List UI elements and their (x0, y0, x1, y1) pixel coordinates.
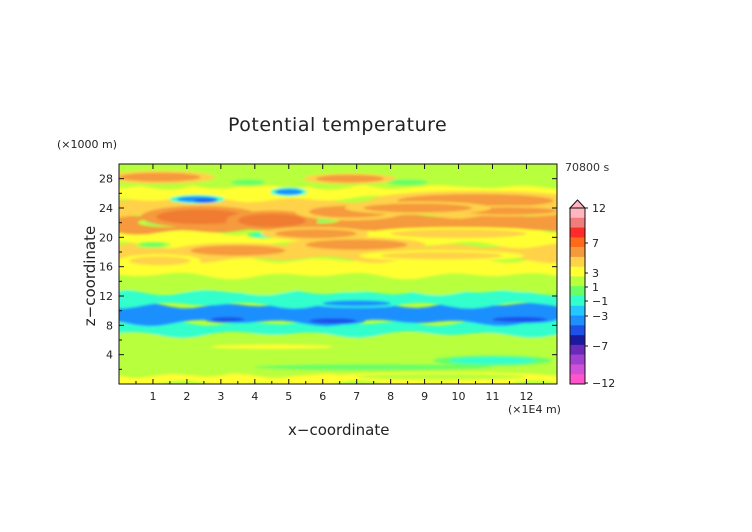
heatmap-feature (363, 203, 473, 213)
colorbar-segment (570, 237, 585, 248)
colorbar-label: −12 (592, 377, 615, 390)
colorbar-segment (570, 335, 585, 346)
x-axis-label: x−coordinate (288, 421, 390, 439)
x-tick-label: 6 (319, 390, 326, 403)
time-label: 70800 s (565, 161, 610, 174)
x-tick-label: 4 (251, 390, 258, 403)
colorbar-label: 1 (592, 281, 599, 294)
heatmap-band (119, 318, 557, 338)
x-tick-label: 11 (485, 390, 499, 403)
colorbar-label: −3 (592, 310, 608, 323)
colorbar-segment (570, 266, 585, 277)
y-tick-label: 28 (99, 173, 113, 186)
x-tick-label: 12 (519, 390, 533, 403)
x-tick-label: 8 (387, 390, 394, 403)
heatmap-feature (254, 364, 493, 371)
y-tick-label: 4 (106, 349, 113, 362)
colorbar-segment (570, 217, 585, 228)
heatmap-feature (305, 239, 408, 250)
y-tick-label: 20 (99, 231, 113, 244)
colorbar-label: 3 (592, 267, 599, 280)
heatmap-feature (156, 209, 245, 225)
chart-title: Potential temperature (228, 114, 448, 136)
heatmap-feature (275, 188, 303, 195)
heatmap-feature (139, 242, 167, 247)
heatmap-feature (387, 179, 428, 186)
heatmap-feature (237, 213, 306, 228)
heatmap-feature (390, 229, 527, 239)
heatmap-feature (190, 245, 286, 256)
colorbar-segment (570, 315, 585, 326)
heatmap-feature (193, 199, 215, 203)
y-tick-label: 24 (99, 202, 113, 215)
colorbar-label: −7 (592, 340, 608, 353)
colorbar-segment (570, 227, 585, 238)
heatmap-band (119, 255, 557, 280)
colorbar-segment (570, 247, 585, 258)
colorbar-segment (570, 286, 585, 297)
x-axis-unit: (×1E4 m) (508, 403, 561, 416)
colorbar-extend-arrow (568, 199, 587, 209)
plot-area (119, 164, 557, 384)
heatmap-feature (322, 300, 391, 307)
heatmap-feature (309, 318, 357, 324)
heatmap-feature (492, 316, 547, 323)
heatmap-feature (231, 179, 265, 186)
colorbar-segment (570, 325, 585, 336)
y-axis-unit: (×1000 m) (57, 138, 118, 151)
colorbar-label: −1 (592, 295, 608, 308)
colorbar-segment (570, 354, 585, 365)
colorbar-segment (570, 364, 585, 375)
heatmap-feature (119, 172, 201, 182)
y-tick-label: 16 (99, 261, 113, 274)
heatmap-feature (315, 175, 384, 183)
colorbar: 12 7 31−1 −3 −7 −12 (568, 199, 615, 390)
colorbar-segment (570, 256, 585, 267)
y-tick-label: 12 (99, 290, 113, 303)
y-tick-label: 8 (106, 319, 113, 332)
x-tick-label: 3 (217, 390, 224, 403)
colorbar-segment (570, 276, 585, 287)
colorbar-segment (570, 344, 585, 355)
colorbar-segment (570, 208, 585, 219)
colorbar-segment (570, 374, 585, 385)
x-tick-label: 2 (183, 390, 190, 403)
heatmap-feature (275, 229, 357, 239)
x-tick-label: 9 (421, 390, 428, 403)
heatmap-feature (210, 344, 333, 349)
heatmap-feature (380, 252, 503, 260)
heatmap-feature (356, 373, 527, 380)
colorbar-segment (570, 305, 585, 316)
plot-frame (118, 163, 558, 385)
x-tick-label: 10 (452, 390, 466, 403)
x-tick-label: 5 (285, 390, 292, 403)
heatmap-feature (210, 317, 245, 322)
x-tick-label: 7 (353, 390, 360, 403)
colorbar-label: 7 (592, 237, 599, 250)
heatmap-feature (129, 256, 191, 266)
heatmap-feature (448, 356, 537, 365)
colorbar-segment (570, 296, 585, 307)
x-tick-label: 1 (149, 390, 156, 403)
colorbar-label: 12 (592, 202, 606, 215)
